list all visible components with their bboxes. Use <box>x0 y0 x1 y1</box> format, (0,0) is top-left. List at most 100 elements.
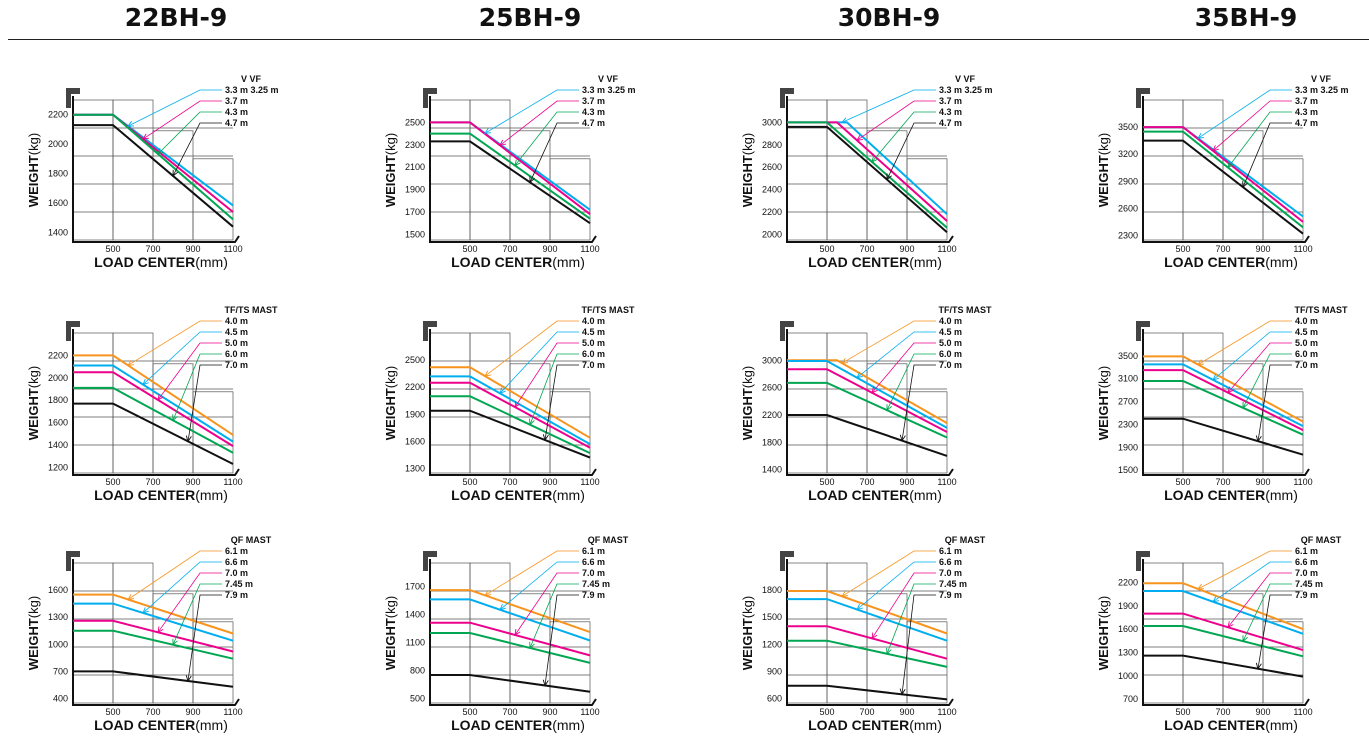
y-tick-label: 1400 <box>762 465 782 475</box>
y-tick-label: 2700 <box>1118 397 1138 407</box>
legend-title: V VF <box>1311 74 1332 84</box>
callout-line <box>142 331 222 385</box>
legend-label: 7.0 m <box>939 568 962 578</box>
y-tick-label: 2300 <box>1118 230 1138 240</box>
model-title-35bh-9: 35BH-9 <box>1194 3 1298 32</box>
grid-box <box>1182 562 1224 704</box>
series-line-green <box>73 386 234 454</box>
y-tick-label: 3000 <box>762 355 782 365</box>
y-axis-title-text: WEIGHT <box>26 618 41 670</box>
callout-line <box>1212 561 1292 603</box>
y-tick-label: 1900 <box>405 409 425 419</box>
mast-post <box>66 551 71 571</box>
callout-arrowhead <box>127 594 134 601</box>
series-line-orange <box>73 593 234 635</box>
x-axis-title: LOAD CENTER(mm) <box>94 717 228 733</box>
y-tick-label: 1800 <box>762 585 782 595</box>
x-axis-title: LOAD CENTER(mm) <box>808 254 942 270</box>
callout-arrowhead <box>841 117 849 123</box>
mast-post <box>780 551 785 571</box>
axis-frame <box>429 329 597 476</box>
series-line-green <box>430 395 591 455</box>
x-tick-label: 500 <box>1175 477 1190 487</box>
callout-arrowhead <box>899 434 906 442</box>
y-tick-label: 400 <box>53 693 68 703</box>
callout-arrowhead <box>1255 662 1262 670</box>
callout-line <box>901 364 936 441</box>
grid-box <box>786 332 828 474</box>
callout-line <box>157 572 222 633</box>
callout-arrowhead <box>529 641 535 649</box>
callout-line <box>529 353 579 425</box>
legend-label: 6.6 m <box>1295 557 1318 567</box>
x-tick-label: 500 <box>819 477 834 487</box>
y-tick-label: 2000 <box>48 139 68 149</box>
callout-line <box>1257 594 1292 669</box>
callout-line <box>529 122 579 183</box>
y-axis-unit: (kg) <box>26 133 41 155</box>
x-tick-label: 1100 <box>580 244 599 254</box>
series-line-green <box>73 113 234 221</box>
x-tick-label: 700 <box>859 477 874 487</box>
series-line-black <box>787 684 948 701</box>
x-tick-label: 700 <box>1215 477 1230 487</box>
callout-arrowhead <box>157 393 164 401</box>
x-tick-label: 900 <box>899 244 914 254</box>
mast-post <box>780 88 785 108</box>
y-tick-label: 1000 <box>48 639 68 649</box>
y-tick-label: 1600 <box>1118 624 1138 634</box>
callout-arrowhead <box>142 133 149 140</box>
y-axis-title: WEIGHT(kg) <box>383 596 398 670</box>
grid-box <box>1262 158 1304 241</box>
load-chart-30bh-9-qf: 600 900 1200 1500 1800 500 700 900 1100 WEIGHT(kg… <box>740 535 986 733</box>
x-tick-label: 900 <box>185 244 200 254</box>
y-tick-label: 1500 <box>405 229 425 239</box>
mast-post <box>1136 88 1141 108</box>
y-tick-label: 900 <box>767 666 782 676</box>
callout-line <box>1212 100 1292 152</box>
series-line-orange <box>1143 355 1304 423</box>
callout-line <box>544 364 579 441</box>
callout-arrowhead <box>172 638 178 646</box>
callout-line <box>1212 331 1292 381</box>
callout-arrowhead <box>899 688 906 696</box>
mast-cap <box>66 321 80 327</box>
legend-label: 7.0 m <box>939 360 962 370</box>
x-axis-unit: (mm) <box>552 487 585 503</box>
axis-frame <box>786 559 954 706</box>
y-axis-unit: (kg) <box>1096 133 1111 155</box>
callout-arrowhead <box>514 629 521 636</box>
callout-arrowhead <box>499 139 506 147</box>
callout-line <box>529 583 579 649</box>
grid-box <box>72 99 114 241</box>
y-tick-label: 2600 <box>762 162 782 172</box>
y-tick-label: 2400 <box>762 185 782 195</box>
y-axis-unit: (kg) <box>740 133 755 155</box>
callout-arrowhead <box>542 434 549 442</box>
callout-line <box>856 100 936 141</box>
series-line-black <box>73 670 234 688</box>
callout-line <box>1227 111 1292 168</box>
legend-label: 7.0 m <box>225 360 248 370</box>
model-title-25bh-9: 25BH-9 <box>478 3 582 32</box>
y-tick-label: 500 <box>410 693 425 703</box>
x-tick-label: 700 <box>502 244 517 254</box>
callout-arrowhead <box>871 386 878 394</box>
callout-arrowhead <box>484 370 491 377</box>
legend-label: 5.0 m <box>582 338 605 348</box>
legend-label: 6.0 m <box>939 349 962 359</box>
legend-label: 4.5 m <box>582 327 605 337</box>
legend-title: TF/TS MAST <box>225 305 278 315</box>
grid-box <box>786 562 828 704</box>
x-axis-title-text: LOAD CENTER <box>808 487 909 503</box>
y-tick-label: 2200 <box>48 110 68 120</box>
y-tick-label: 1300 <box>1118 647 1138 657</box>
x-axis-title-text: LOAD CENTER <box>1164 254 1265 270</box>
legend-label: 7.0 m <box>1295 360 1318 370</box>
series-line-green <box>1143 625 1304 658</box>
y-axis-unit: (kg) <box>383 596 398 618</box>
y-axis-title-text: WEIGHT <box>383 388 398 440</box>
legend-label: 6.0 m <box>225 349 248 359</box>
callout-arrowhead <box>856 372 863 379</box>
x-tick-label: 1100 <box>580 477 599 487</box>
